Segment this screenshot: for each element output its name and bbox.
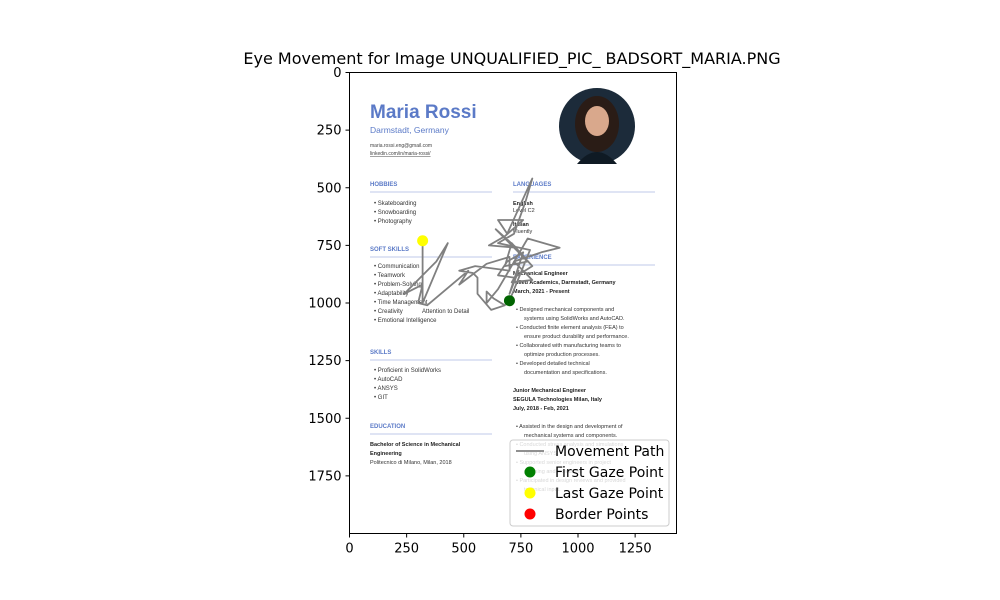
x-tick-label: 1250	[619, 542, 652, 557]
y-axis: 0 250 500 750 1000 1250 1500 1750	[308, 66, 350, 484]
y-tick-label: 1500	[308, 412, 341, 427]
resume-photo	[559, 88, 635, 164]
experience-bullet-line: optimize production processes.	[524, 352, 600, 358]
first-gaze-point	[503, 295, 515, 307]
skills-heading: SKILLS	[370, 350, 391, 356]
legend-dot-icon	[524, 487, 536, 499]
y-tick-label: 1250	[308, 354, 341, 369]
x-tick-label: 750	[508, 542, 533, 557]
x-tick-label: 250	[394, 542, 419, 557]
y-tick-label: 750	[317, 239, 342, 254]
job1-title: Mechanical Engineer	[513, 271, 569, 277]
school-line: Politecnico di Milano, Milan, 2018	[370, 460, 452, 466]
job2-title: Junior Mechanical Engineer	[513, 388, 587, 394]
skill-item: • ANSYS	[374, 386, 398, 392]
experience-heading: EXPERIENCE	[513, 255, 552, 261]
y-tick-label: 0	[333, 66, 341, 81]
y-tick-label: 500	[317, 181, 342, 196]
experience-bullet-line: • Assisted in the design and development…	[516, 424, 623, 430]
degree-line: Engineering	[370, 451, 402, 457]
legend-dot-icon	[524, 508, 536, 520]
soft-skill-item: • Emotional Intelligence	[374, 318, 437, 324]
job1-company: Allied Academics, Darmstadt, Germany	[513, 280, 616, 286]
experience-bullet-line: • Developed detailed technical	[516, 361, 590, 367]
soft-skill-item: Attention to Detail	[422, 309, 469, 315]
soft-skill-item: • Teamwork	[374, 273, 406, 279]
hobbies-heading: HOBBIES	[370, 182, 397, 188]
job2-dates: July, 2018 - Feb, 2021	[513, 406, 569, 412]
x-tick-label: 1000	[561, 542, 594, 557]
language-name: English	[513, 201, 534, 207]
y-tick-label: 1000	[308, 297, 341, 312]
experience-bullet-line: systems using SolidWorks and AutoCAD.	[524, 316, 625, 322]
languages-heading: LANGUAGES	[513, 182, 551, 188]
language-level: Fluently	[513, 229, 533, 235]
hobby-item: • Photography	[374, 219, 412, 225]
soft-skill-item: • Communication	[374, 264, 419, 270]
last-gaze-point	[417, 235, 429, 247]
experience-bullet-line: mechanical systems and components.	[524, 433, 618, 439]
hobby-item: • Skateboarding	[374, 201, 416, 207]
y-tick-label: 250	[317, 124, 342, 139]
soft-skill-item: • Time Management	[374, 300, 428, 306]
job2-company: SEGULA Technologies Milan, Italy	[513, 397, 603, 403]
resume-linkedin: linkedin.com/in/maria-rossi/	[370, 151, 431, 157]
experience-bullet-line: documentation and specifications.	[524, 370, 607, 376]
resume-email: maria.rossi.eng@gmail.com	[370, 143, 432, 149]
soft-skill-item: • Adaptability	[374, 291, 408, 297]
experience-bullet-line: • Collaborated with manufacturing teams …	[516, 343, 621, 349]
legend-label: Last Gaze Point	[555, 486, 664, 502]
legend-label: First Gaze Point	[555, 465, 664, 481]
movement-path-line	[403, 177, 561, 311]
y-tick-label: 1750	[308, 469, 341, 484]
soft-skill-item: • Creativity	[374, 309, 403, 315]
legend-label: Border Points	[555, 507, 648, 523]
resume-location: Darmstadt, Germany	[370, 125, 450, 135]
job1-dates: March, 2021 - Present	[513, 289, 570, 295]
soft-skills-heading: SOFT SKILLS	[370, 247, 409, 253]
degree-line: Bachelor of Science in Mechanical	[370, 442, 461, 448]
skill-item: • Proficient in SolidWorks	[374, 368, 441, 374]
education-heading: EDUCATION	[370, 424, 405, 430]
chart-title: Eye Movement for Image UNQUALIFIED_PIC_ …	[243, 49, 780, 69]
x-axis: 0 250 500 750 1000 1250	[345, 533, 652, 557]
x-tick-label: 0	[345, 542, 353, 557]
skill-item: • GIT	[374, 395, 388, 401]
legend-label: Movement Path	[555, 444, 664, 460]
soft-skill-item: • Problem-Solving	[374, 282, 422, 288]
legend: Movement Path First Gaze Point Last Gaze…	[509, 439, 670, 527]
resume-name: Maria Rossi	[370, 102, 477, 123]
language-level: Level C2	[513, 208, 535, 214]
hobby-item: • Snowboarding	[374, 210, 416, 216]
skill-item: • AutoCAD	[374, 377, 403, 383]
x-tick-label: 500	[451, 542, 476, 557]
language-name: Italian	[513, 222, 530, 228]
experience-bullet-line: • Conducted finite element analysis (FEA…	[516, 325, 624, 331]
legend-dot-icon	[524, 466, 536, 478]
experience-bullet-line: • Designed mechanical components and	[516, 307, 614, 313]
experience-bullet-line: ensure product durability and performanc…	[524, 334, 629, 340]
